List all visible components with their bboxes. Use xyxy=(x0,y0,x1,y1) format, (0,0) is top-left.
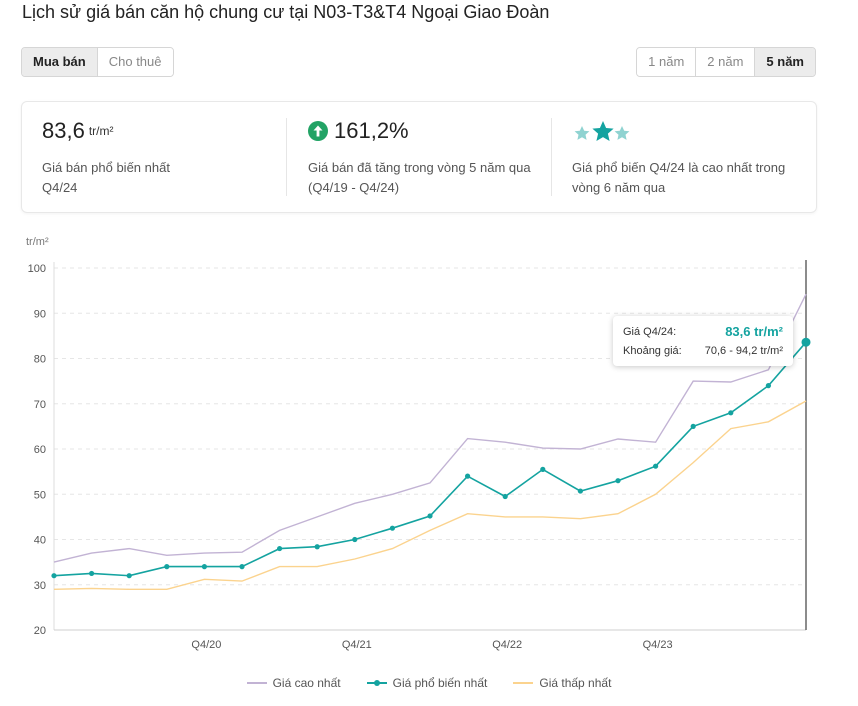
data-point xyxy=(465,473,471,479)
price-value: 83,6 xyxy=(42,118,85,143)
growth-period: (Q4/19 - Q4/24) xyxy=(308,180,400,195)
growth-caption: Giá bán đã tăng trong vòng 5 năm qua xyxy=(308,160,531,175)
data-point xyxy=(126,573,132,579)
stat-divider xyxy=(286,118,287,196)
page-title: Lịch sử giá bán căn hộ chung cư tại N03-… xyxy=(22,2,550,22)
legend-item-high[interactable]: Giá cao nhất xyxy=(246,676,341,690)
price-chart: tr/m² 20 30 40 50 60 70 80 90 100 Q4/20 Q4/21 Q4/22 Q… xyxy=(0,225,858,665)
x-tick-label: Q4/21 xyxy=(342,639,372,651)
arrow-up-icon xyxy=(308,121,328,141)
y-tick-label: 90 xyxy=(34,308,46,320)
y-axis-unit: tr/m² xyxy=(26,236,49,248)
data-point xyxy=(164,564,170,570)
series-line-0 xyxy=(53,293,807,563)
transaction-type-toggle: Mua bán Cho thuê xyxy=(21,47,174,77)
legend-line-icon xyxy=(246,682,267,684)
data-point xyxy=(51,573,57,579)
y-tick-label: 100 xyxy=(28,263,46,275)
series-line-1 xyxy=(53,341,807,577)
legend-item-common[interactable]: Giá phổ biến nhất xyxy=(366,676,488,690)
tab-cho-thue[interactable]: Cho thuê xyxy=(96,48,173,76)
tooltip-value-range: 70,6 - 94,2 tr/m² xyxy=(704,345,783,357)
y-tick-label: 60 xyxy=(34,444,46,456)
y-tick-label: 80 xyxy=(34,354,46,366)
data-point xyxy=(540,466,546,472)
y-tick-label: 70 xyxy=(34,399,46,411)
growth-value: 161,2% xyxy=(334,118,409,143)
chart-tooltip: Giá Q4/24: 83,6 tr/m² Khoảng giá: 70,6 -… xyxy=(613,316,793,366)
tooltip-label-price: Giá Q4/24: xyxy=(623,325,677,338)
y-tick-label: 20 xyxy=(34,625,46,637)
data-point xyxy=(653,463,659,469)
data-point xyxy=(389,525,395,531)
x-tick-label: Q4/20 xyxy=(191,639,221,651)
tooltip-label-range: Khoảng giá: xyxy=(623,345,682,357)
data-point xyxy=(314,544,320,550)
data-point xyxy=(615,478,621,484)
data-point xyxy=(728,410,734,416)
price-period: Q4/24 xyxy=(42,180,78,195)
data-point xyxy=(89,570,95,577)
series-line-2 xyxy=(53,400,807,590)
stat-divider xyxy=(551,118,552,196)
data-point xyxy=(427,513,433,519)
price-chart-svg: tr/m² 20 30 40 50 60 70 80 90 100 Q4/20 Q4/21 Q4/22 Q… xyxy=(26,236,811,651)
rating-caption: Giá phổ biến Q4/24 là cao nhất trong vòn… xyxy=(572,160,786,195)
data-point xyxy=(502,493,508,500)
time-range-toggle: 1 năm 2 năm 5 năm xyxy=(636,47,816,77)
data-point xyxy=(577,488,584,494)
stats-card: 83,6 tr/m² Giá bán phổ biến nhất Q4/24 1… xyxy=(21,101,817,213)
data-point xyxy=(277,545,283,552)
legend-item-low[interactable]: Giá thấp nhất xyxy=(513,676,611,690)
legend-label: Giá phổ biến nhất xyxy=(392,676,488,690)
legend-label: Giá thấp nhất xyxy=(539,676,612,690)
data-point xyxy=(765,383,772,389)
tooltip-value-price: 83,6 tr/m² xyxy=(725,324,783,339)
data-point xyxy=(690,423,696,429)
data-point xyxy=(201,564,207,570)
tab-mua-ban[interactable]: Mua bán xyxy=(22,48,97,76)
legend-line-icon xyxy=(513,682,534,684)
tab-1-nam[interactable]: 1 năm xyxy=(637,48,696,76)
x-tick-label: Q4/23 xyxy=(643,639,673,651)
chart-legend: Giá cao nhất Giá phổ biến nhất Giá thấp … xyxy=(0,676,858,690)
x-tick-label: Q4/22 xyxy=(492,639,522,651)
price-unit: tr/m² xyxy=(88,124,114,138)
data-point xyxy=(352,536,358,543)
legend-label: Giá cao nhất xyxy=(272,676,341,690)
data-point xyxy=(239,564,245,570)
stars-icon xyxy=(572,120,630,146)
y-tick-label: 40 xyxy=(34,535,46,547)
tab-2-nam[interactable]: 2 năm xyxy=(695,48,755,76)
y-tick-label: 50 xyxy=(34,489,46,501)
legend-line-dot-icon xyxy=(366,680,387,686)
price-caption: Giá bán phổ biến nhất xyxy=(42,160,170,175)
tab-5-nam[interactable]: 5 năm xyxy=(754,48,815,76)
y-tick-label: 30 xyxy=(34,580,46,592)
active-data-point xyxy=(801,337,811,347)
